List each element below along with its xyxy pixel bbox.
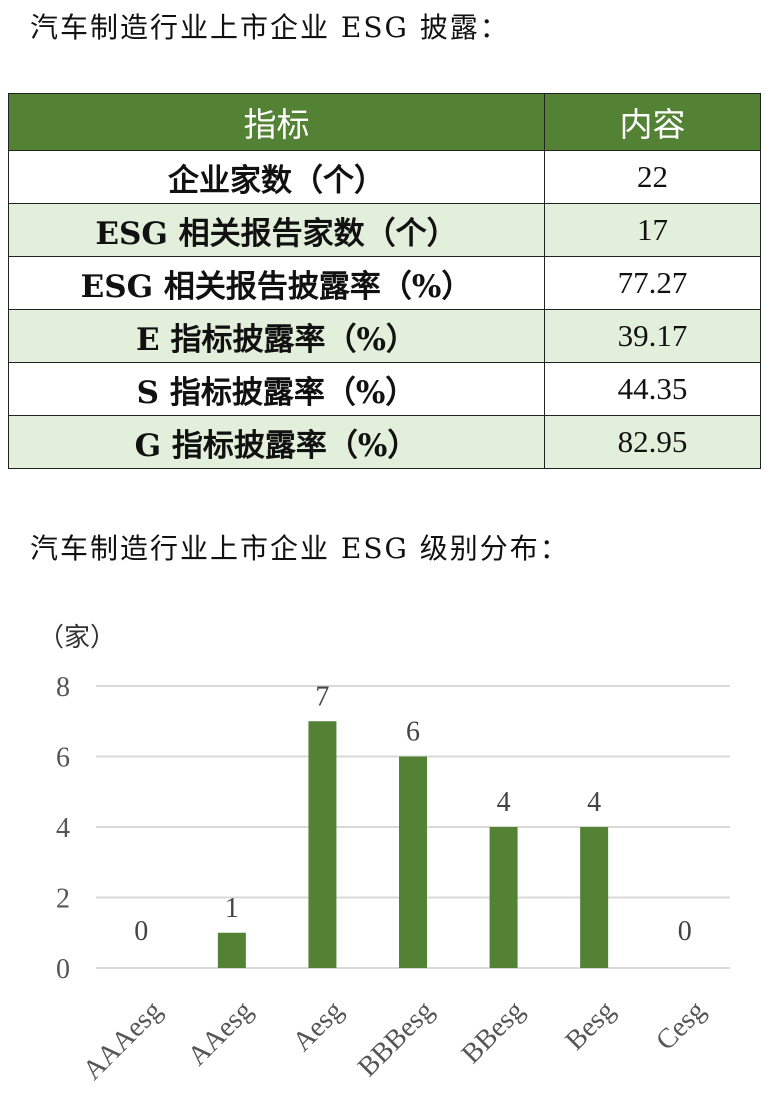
x-tick-label: BBesg bbox=[456, 995, 531, 1070]
x-tick-label: AAAesg bbox=[77, 995, 168, 1086]
y-tick-label: 6 bbox=[56, 743, 70, 774]
row-value: 82.95 bbox=[544, 415, 761, 469]
table-title: 汽车制造行业上市企业 ESG 披露： bbox=[30, 11, 510, 44]
row-value: 17 bbox=[544, 203, 761, 257]
esg-disclosure-table: 指标 内容 企业家数（个） 22 ESG 相关报告家数（个） 17 ESG 相关… bbox=[8, 93, 761, 469]
bar bbox=[580, 827, 609, 968]
x-tick-label: AAesg bbox=[182, 995, 259, 1072]
table-row: ESG 相关报告家数（个） 17 bbox=[8, 203, 761, 257]
table-row: E 指标披露率（%） 39.17 bbox=[8, 309, 761, 363]
row-value: 39.17 bbox=[544, 309, 761, 363]
row-label: 企业家数（个） bbox=[8, 150, 545, 204]
y-tick-label: 4 bbox=[56, 813, 70, 844]
data-label: 7 bbox=[315, 681, 329, 712]
table-row: 企业家数（个） 22 bbox=[8, 150, 761, 204]
data-label: 0 bbox=[678, 916, 692, 947]
data-label: 1 bbox=[225, 893, 239, 924]
table-header-row: 指标 内容 bbox=[8, 93, 761, 151]
x-tick-label: BBBesg bbox=[352, 995, 440, 1083]
y-tick-labels: 0 2 4 6 8 bbox=[56, 672, 70, 985]
y-tick-label: 0 bbox=[56, 954, 70, 985]
chart-title: 汽车制造行业上市企业 ESG 级别分布： bbox=[30, 532, 570, 565]
data-label: 6 bbox=[406, 717, 420, 748]
row-label: G 指标披露率（%） bbox=[8, 415, 545, 469]
x-tick-labels: AAAesg AAesg Aesg BBBesg BBesg Besg Cesg bbox=[77, 995, 712, 1086]
table-row: ESG 相关报告披露率（%） 77.27 bbox=[8, 256, 761, 310]
table-row: S 指标披露率（%） 44.35 bbox=[8, 362, 761, 416]
row-label: ESG 相关报告披露率（%） bbox=[8, 256, 545, 310]
header-content: 内容 bbox=[544, 93, 761, 151]
data-label: 4 bbox=[587, 787, 601, 818]
row-value: 44.35 bbox=[544, 362, 761, 416]
data-label: 0 bbox=[134, 916, 148, 947]
bars bbox=[217, 721, 609, 968]
bar bbox=[308, 721, 337, 968]
y-tick-label: 2 bbox=[56, 884, 70, 915]
row-label: ESG 相关报告家数（个） bbox=[8, 203, 545, 257]
x-tick-label: Aesg bbox=[287, 995, 350, 1058]
rating-bar-chart: 0 2 4 6 8 0 1 7 6 4 4 0 AAAesg AAesg Aesg BBBesg BBesg… bbox=[38, 623, 730, 1086]
y-tick-label: 8 bbox=[56, 672, 70, 703]
table-row: G 指标披露率（%） 82.95 bbox=[8, 415, 761, 469]
row-value: 77.27 bbox=[544, 256, 761, 310]
row-value: 22 bbox=[544, 150, 761, 204]
header-indicator: 指标 bbox=[8, 93, 545, 151]
row-label: S 指标披露率（%） bbox=[8, 362, 545, 416]
row-label: E 指标披露率（%） bbox=[8, 309, 545, 363]
data-labels: 0 1 7 6 4 4 0 bbox=[134, 681, 691, 947]
bar bbox=[489, 827, 518, 968]
x-tick-label: Besg bbox=[560, 995, 622, 1057]
bar bbox=[399, 756, 427, 968]
bar bbox=[217, 932, 246, 968]
data-label: 4 bbox=[497, 787, 511, 818]
x-tick-label: Cesg bbox=[650, 995, 712, 1057]
y-unit-label: （家） bbox=[38, 623, 116, 653]
